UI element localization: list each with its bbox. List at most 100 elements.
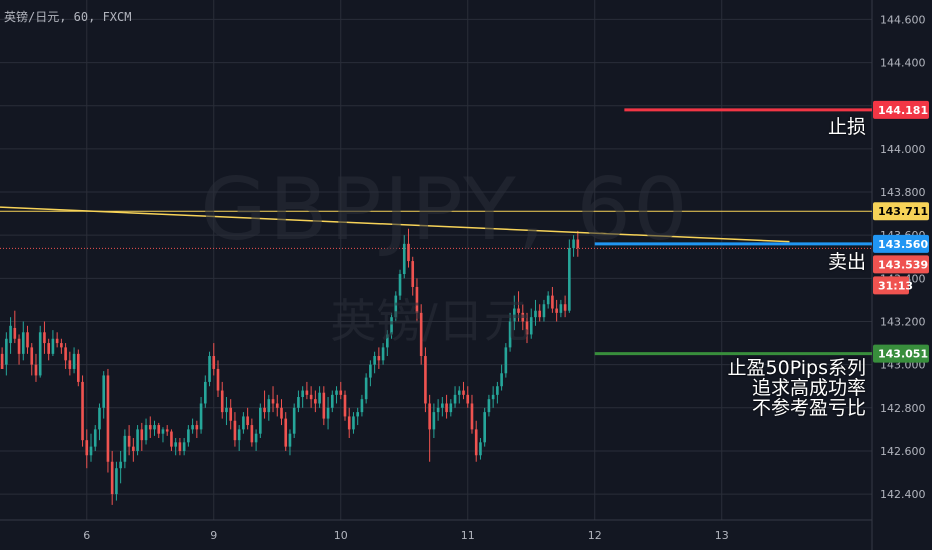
resistance-price-label-text: 143.711 xyxy=(878,205,928,218)
take-profit-price-label-bg xyxy=(873,344,929,363)
candle-body xyxy=(470,403,474,430)
candle-body xyxy=(157,425,161,434)
stop-loss-price-label-text: 144.181 xyxy=(878,104,928,117)
candle-body xyxy=(360,399,364,413)
y-tick-label: 142.800 xyxy=(880,402,926,415)
candle-body xyxy=(0,353,4,369)
candle-body xyxy=(441,403,444,408)
candle-body xyxy=(534,310,537,318)
countdown-price-label-text: 31:13 xyxy=(878,279,913,292)
current-price-price-label-bg xyxy=(873,255,929,274)
candle-body xyxy=(191,425,194,430)
sell-price-label-text: 143.560 xyxy=(878,238,928,251)
candle-body xyxy=(568,248,571,311)
candle-body xyxy=(263,407,266,413)
candle-body xyxy=(203,381,207,404)
candle-body xyxy=(407,243,410,262)
symbol-watermark: GBPJPY, 60 xyxy=(200,160,690,260)
current-price-price-label-text: 143.539 xyxy=(878,258,928,271)
candle-body xyxy=(208,356,211,382)
candle-body xyxy=(546,295,550,305)
y-tick-label: 144.600 xyxy=(880,13,926,26)
countdown-price-label-bg xyxy=(873,276,909,295)
x-tick-label: 13 xyxy=(715,529,729,542)
symbol-legend: 英镑/日元, 60, FXCM xyxy=(4,10,132,24)
candle-body xyxy=(487,399,491,413)
candle-body xyxy=(93,429,97,447)
candle-body xyxy=(212,356,216,369)
candle-body xyxy=(411,261,415,287)
candle-body xyxy=(462,390,465,395)
candle-body xyxy=(271,399,275,404)
x-tick-label: 11 xyxy=(461,529,475,542)
candle-body xyxy=(72,353,76,369)
candle-body xyxy=(356,412,360,417)
candle-body xyxy=(26,332,29,348)
candle-body xyxy=(5,338,8,365)
candle-body xyxy=(314,399,317,404)
candle-body xyxy=(386,334,389,348)
candle-body xyxy=(106,375,110,462)
candle-body xyxy=(538,310,542,318)
candle-body xyxy=(216,368,220,391)
candle-body xyxy=(51,338,55,354)
candle-body xyxy=(419,312,423,357)
candle-body xyxy=(237,429,241,441)
candle-body xyxy=(500,373,503,387)
candle-body xyxy=(491,394,495,400)
candle-body xyxy=(115,468,118,495)
candle-body xyxy=(144,425,148,441)
candle-body xyxy=(89,446,93,456)
candle-body xyxy=(140,429,144,441)
candle-body xyxy=(55,338,59,344)
candle-body xyxy=(343,394,347,417)
candle-body xyxy=(76,353,80,382)
candle-body xyxy=(483,412,486,443)
candle-body xyxy=(60,343,63,348)
trendline xyxy=(0,206,790,243)
candle-body xyxy=(110,461,114,495)
candle-body xyxy=(123,435,127,462)
candle-body xyxy=(504,347,508,374)
candle-body xyxy=(153,425,156,430)
candle-body xyxy=(445,403,448,413)
candle-body xyxy=(275,403,279,408)
take-profit-price-label: 143.051 xyxy=(873,344,929,363)
candle-body xyxy=(381,347,385,361)
candle-body xyxy=(174,442,177,447)
stop-loss-annotation: 止损 xyxy=(827,116,866,138)
candle-body xyxy=(267,399,271,413)
take-profit-price-label-text: 143.051 xyxy=(878,348,928,361)
resistance-price-label: 143.711 xyxy=(873,202,929,221)
candle-body xyxy=(38,332,42,376)
candle-body xyxy=(246,416,249,426)
candle-body xyxy=(305,390,309,395)
candle-body xyxy=(13,327,17,339)
candle-body xyxy=(322,392,326,419)
y-tick-label: 143.200 xyxy=(880,315,926,328)
sell-price-label-bg xyxy=(873,234,929,253)
x-tick-label: 10 xyxy=(334,529,348,542)
candle-body xyxy=(398,274,402,296)
y-tick-label: 144.400 xyxy=(880,57,926,70)
y-tick-label: 144.000 xyxy=(880,143,926,156)
candle-body xyxy=(136,429,139,451)
candle-body xyxy=(119,461,122,469)
current-price-price-label: 143.539 xyxy=(873,255,929,274)
x-tick-label: 6 xyxy=(83,529,90,542)
candle-body xyxy=(242,416,245,430)
candle-body xyxy=(551,295,554,309)
candle-body xyxy=(428,403,431,430)
candle-body xyxy=(161,429,165,434)
candle-body xyxy=(85,440,89,456)
candle-body xyxy=(132,446,135,451)
candle-body xyxy=(47,343,50,354)
candle-body xyxy=(402,243,406,275)
resistance-price-label-bg xyxy=(873,202,929,221)
candle-body xyxy=(559,304,563,313)
candle-body xyxy=(81,381,84,441)
x-tick-label: 12 xyxy=(588,529,602,542)
candle-body xyxy=(373,356,376,365)
